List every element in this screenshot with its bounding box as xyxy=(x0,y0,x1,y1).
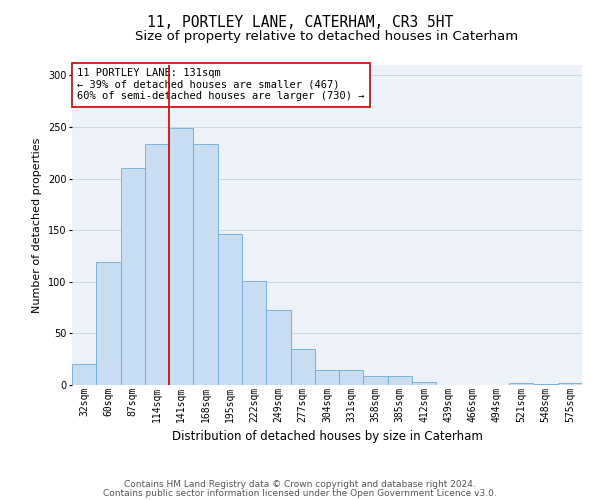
Bar xyxy=(533,384,558,385)
Bar xyxy=(218,234,242,385)
Text: Contains HM Land Registry data © Crown copyright and database right 2024.: Contains HM Land Registry data © Crown c… xyxy=(124,480,476,489)
Title: Size of property relative to detached houses in Caterham: Size of property relative to detached ho… xyxy=(136,30,518,43)
Bar xyxy=(315,370,339,385)
Bar xyxy=(121,168,145,385)
Bar xyxy=(412,382,436,385)
Bar xyxy=(339,370,364,385)
X-axis label: Distribution of detached houses by size in Caterham: Distribution of detached houses by size … xyxy=(172,430,482,443)
Bar xyxy=(145,144,169,385)
Bar xyxy=(388,376,412,385)
Bar xyxy=(509,383,533,385)
Bar xyxy=(242,280,266,385)
Bar xyxy=(266,310,290,385)
Bar xyxy=(558,383,582,385)
Bar xyxy=(193,144,218,385)
Bar xyxy=(290,349,315,385)
Text: 11 PORTLEY LANE: 131sqm
← 39% of detached houses are smaller (467)
60% of semi-d: 11 PORTLEY LANE: 131sqm ← 39% of detache… xyxy=(77,68,365,102)
Y-axis label: Number of detached properties: Number of detached properties xyxy=(32,138,42,312)
Bar xyxy=(169,128,193,385)
Bar xyxy=(72,364,96,385)
Bar xyxy=(96,262,121,385)
Bar xyxy=(364,376,388,385)
Text: 11, PORTLEY LANE, CATERHAM, CR3 5HT: 11, PORTLEY LANE, CATERHAM, CR3 5HT xyxy=(147,15,453,30)
Text: Contains public sector information licensed under the Open Government Licence v3: Contains public sector information licen… xyxy=(103,489,497,498)
